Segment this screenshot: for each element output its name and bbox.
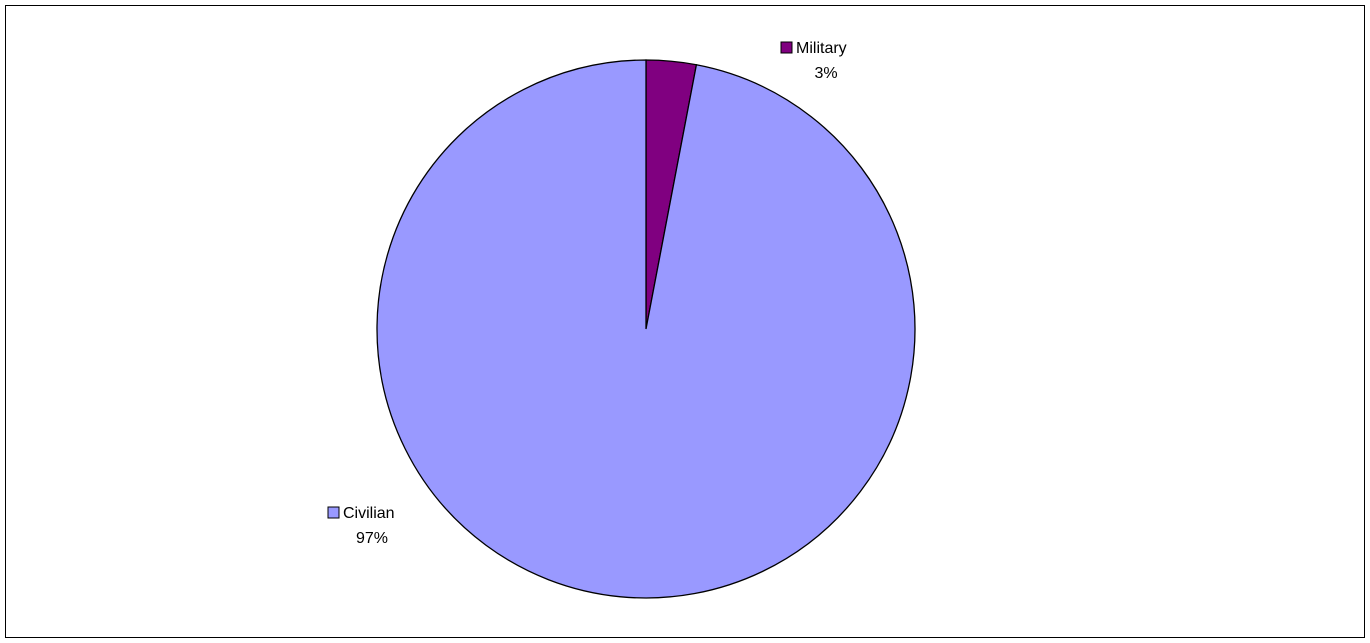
label-military-percent: 3% [814, 65, 837, 82]
legend-swatch-civilian [327, 506, 340, 519]
pie-slice-civilian [376, 59, 916, 599]
pie-slices [376, 59, 916, 599]
legend-swatch-military [780, 41, 793, 54]
label-civilian: Civilian 97% [327, 505, 395, 547]
label-military-name: Military [796, 40, 847, 57]
slice-labels: Military 3% Civilian 97% [327, 40, 847, 547]
label-civilian-name: Civilian [343, 505, 395, 522]
label-military: Military 3% [780, 40, 847, 82]
label-civilian-percent: 97% [356, 530, 388, 547]
